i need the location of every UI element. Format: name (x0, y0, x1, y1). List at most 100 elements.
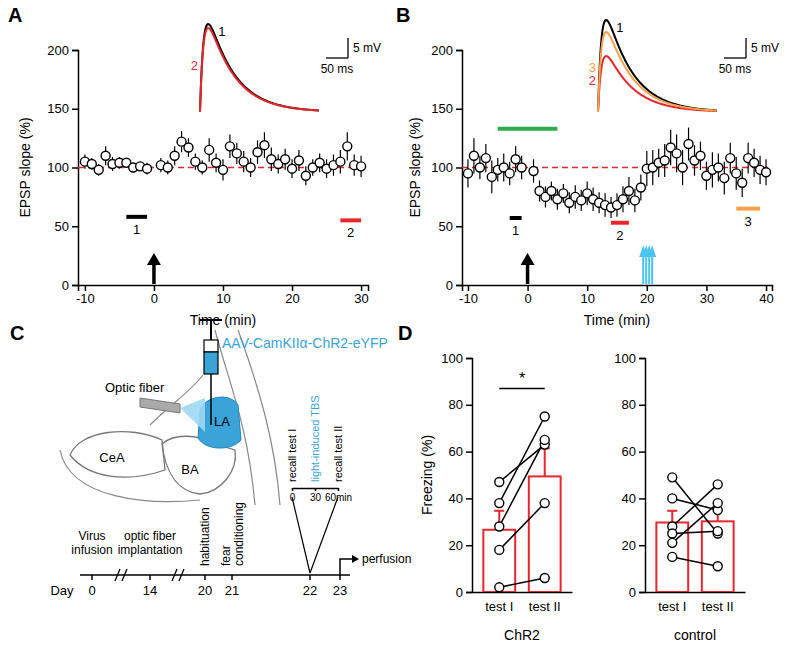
tick-label: 60 (622, 444, 636, 459)
tick-mark (361, 285, 363, 291)
window-label: 1 (512, 223, 519, 238)
tick-mark (706, 285, 708, 291)
tick-mark (468, 285, 470, 291)
tick-label: 0 (456, 585, 463, 600)
data-point (720, 174, 729, 183)
data-point (529, 167, 538, 176)
tick-mark (292, 285, 294, 291)
data-point (762, 168, 771, 177)
tick-mark (466, 405, 472, 407)
subject-line (499, 417, 544, 504)
tick-mark (149, 575, 151, 580)
data-point (343, 142, 352, 151)
panel: -10010203040050100150200123Time (min)EPS… (396, 4, 779, 328)
tick: 60 (622, 444, 645, 459)
tick-mark (338, 488, 340, 491)
scale-label: 5 mV (751, 41, 779, 55)
axis-line (79, 286, 369, 292)
data-point (696, 151, 705, 160)
tick-label: 200 (47, 43, 69, 58)
tick-label: 80 (622, 397, 636, 412)
data-point (618, 195, 627, 204)
tick-mark (72, 285, 78, 287)
tick-label: 100 (441, 351, 463, 366)
stimulus-arrow (521, 253, 535, 284)
panel-label: C (10, 322, 24, 344)
data-point (219, 165, 228, 174)
panel: CAAV-CamKIIα-ChR2-eYFPOptic fiberCeABALA… (10, 320, 411, 598)
tick-mark (315, 488, 317, 491)
tick-mark (466, 358, 472, 360)
tick: 10 (580, 285, 594, 306)
subject-line (672, 557, 717, 566)
tick: 60 (449, 444, 472, 459)
tick-mark (456, 167, 462, 169)
subject-point (540, 435, 549, 444)
axis-line (466, 359, 473, 593)
axis-line (639, 359, 646, 593)
tick-mark (154, 285, 156, 291)
data-point (672, 149, 681, 158)
subject-point (713, 480, 722, 489)
time-window (510, 216, 522, 220)
data-point (170, 151, 179, 160)
error-cap (667, 510, 677, 512)
tick-mark (72, 109, 78, 111)
tick: -10 (459, 285, 478, 306)
subject-point (668, 473, 677, 482)
data-point (636, 183, 645, 192)
panel-label: B (396, 4, 410, 26)
brain-outline (238, 330, 280, 505)
tick: 40 (622, 491, 645, 506)
tick-label: 21 (225, 583, 239, 598)
tick-label: 10 (580, 291, 594, 306)
tick-label: 23 (333, 583, 347, 598)
tick: 100 (47, 160, 78, 175)
tbs-arrow (648, 245, 656, 284)
x-axis-title: Time (min) (584, 312, 650, 328)
syringe (210, 320, 212, 340)
tick-mark (339, 575, 341, 580)
axis-line (72, 51, 79, 286)
tick-mark (292, 488, 294, 491)
subject-line (672, 503, 717, 543)
data-point (463, 169, 472, 178)
syringe-needle (210, 374, 212, 425)
connector (292, 497, 310, 573)
tick-label: 20 (285, 291, 299, 306)
trace-label: 3 (589, 60, 596, 75)
tick: 20 (640, 285, 654, 306)
trace-label: 1 (616, 20, 623, 35)
subject-point (668, 552, 677, 561)
data-point (660, 156, 669, 165)
subject-point (540, 412, 549, 421)
axis-break (172, 569, 184, 581)
tick-label: 150 (431, 101, 453, 116)
tick-mark (456, 285, 462, 287)
time-window (126, 215, 147, 219)
scale-bar (326, 57, 348, 58)
tick-label: test II (702, 599, 734, 614)
y-axis-title: Freezing (%) (419, 435, 435, 515)
data-point (232, 149, 241, 158)
data-point (101, 151, 110, 160)
tick-label: 0 (446, 278, 453, 293)
tick-label: 20 (622, 538, 636, 553)
tick: 0 (629, 585, 645, 600)
figure: -10010203005010015020012Time (min)EPSP s… (0, 0, 788, 653)
tick-label: 30 (354, 291, 368, 306)
event-label: implantation (118, 543, 183, 557)
region-outline (70, 432, 165, 478)
tick-label: 50 (55, 219, 69, 234)
scale-label: 5 mV (353, 41, 381, 55)
tick-mark (466, 592, 472, 594)
tick: 0 (151, 285, 158, 306)
subject-line (672, 484, 717, 526)
tick-mark (309, 575, 311, 580)
data-point (246, 163, 255, 172)
tick: 50 (55, 219, 78, 234)
panel: -10010203005010015020012Time (min)EPSP s… (8, 4, 381, 328)
tick: test II (702, 599, 734, 614)
trace-label: 1 (218, 24, 225, 39)
trace-label: 2 (589, 73, 596, 88)
